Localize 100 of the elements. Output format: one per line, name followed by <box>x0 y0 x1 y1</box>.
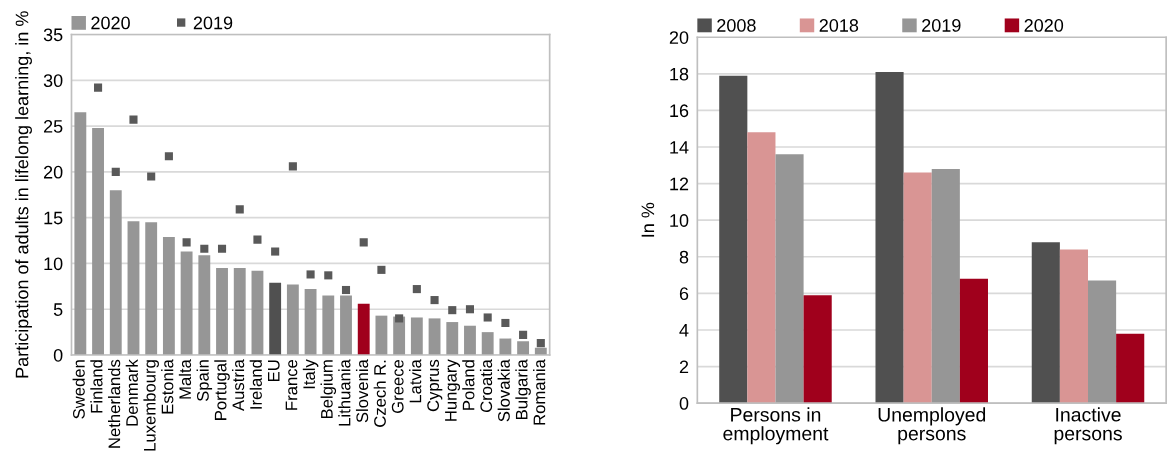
point <box>465 305 475 314</box>
x-tick-label: Austria <box>231 359 245 412</box>
bar <box>269 282 282 356</box>
bar <box>233 268 246 356</box>
point <box>501 318 510 328</box>
bar <box>499 338 512 356</box>
bar <box>1116 333 1145 404</box>
bar <box>340 295 352 356</box>
x-tick-label: Luxembourg <box>143 360 159 451</box>
point <box>288 162 297 171</box>
y-tick-label: 30 <box>43 74 63 88</box>
y-tick-label: 2 <box>679 360 689 374</box>
x-tick-label: Belgium <box>320 360 337 419</box>
bar <box>198 255 211 356</box>
bar <box>92 127 104 356</box>
point <box>483 313 492 322</box>
x-tick-label: Persons in employment <box>723 407 829 445</box>
y-tick-label: 20 <box>669 31 689 44</box>
bar <box>216 268 228 356</box>
x-tick-label: Estonia <box>161 359 174 414</box>
bar <box>959 278 988 404</box>
x-tick-label: Cyprus <box>427 359 443 412</box>
point <box>271 247 280 256</box>
bar <box>1031 242 1060 404</box>
bar <box>357 303 370 356</box>
bar <box>109 190 122 356</box>
bar <box>1059 249 1089 404</box>
bar <box>1088 280 1117 404</box>
x-tick-label: Portugal <box>214 360 230 420</box>
x-tick-label: Czech R. <box>373 360 386 427</box>
x-tick-label: Croatia <box>479 359 493 413</box>
point <box>200 244 209 253</box>
bar <box>375 315 388 356</box>
y-tick-label: 5 <box>53 303 63 316</box>
point <box>217 244 227 253</box>
bar <box>286 284 299 356</box>
y-tick-label: 6 <box>679 287 689 301</box>
y-tick-label: 15 <box>44 211 63 225</box>
point <box>129 115 138 124</box>
x-tick-label: Ireland <box>249 360 262 409</box>
bar <box>903 172 932 404</box>
x-tick-label: Inactive persons <box>1054 407 1122 445</box>
bar <box>446 322 459 356</box>
bar <box>162 236 175 356</box>
bar <box>931 168 960 404</box>
bar <box>428 318 441 356</box>
x-tick-label: Sweden <box>72 360 85 419</box>
legend-label: 2018 <box>819 19 859 32</box>
y-tick-label: 25 <box>43 120 63 133</box>
y-axis-title: Participation of adults in lifelong learning, in % <box>15 11 32 378</box>
y-tick-label: 16 <box>670 104 689 118</box>
bar <box>517 341 530 356</box>
point <box>253 235 262 244</box>
bar <box>481 332 494 356</box>
x-tick-label: France <box>285 359 298 410</box>
bar <box>180 251 193 356</box>
x-tick-label: Lithuania <box>338 359 351 426</box>
point <box>536 339 545 348</box>
point <box>341 285 351 295</box>
bar <box>464 325 476 356</box>
y-tick-label: 20 <box>43 165 63 179</box>
x-tick-label: Hungary <box>445 359 461 421</box>
y-tick-label: 18 <box>670 67 689 81</box>
legend-label: 2020 <box>1024 19 1064 32</box>
x-tick-label: Bulgaria <box>515 359 531 419</box>
legend-label: 2020 <box>91 16 130 30</box>
point <box>359 238 368 247</box>
y-tick-label: 0 <box>53 348 63 362</box>
x-tick-label: Unemployed persons <box>878 407 986 445</box>
bar <box>127 221 140 356</box>
x-tick-label: Romania <box>533 359 546 425</box>
bar <box>145 222 158 356</box>
y-tick-label: 4 <box>679 324 689 337</box>
y-tick-label: 10 <box>44 257 63 271</box>
bar <box>304 289 317 356</box>
bar <box>410 317 423 356</box>
legend-label: 2008 <box>717 19 756 32</box>
point <box>324 271 333 280</box>
bar <box>74 112 87 356</box>
y-axis-title: In % <box>641 202 655 237</box>
y-tick-label: 0 <box>679 397 689 410</box>
point <box>164 152 173 161</box>
x-tick-label: Slovakia <box>497 359 510 422</box>
point <box>147 172 156 181</box>
legend-label: 2019 <box>922 19 961 32</box>
point <box>412 285 421 294</box>
point <box>519 330 528 339</box>
y-tick-label: 35 <box>43 28 63 42</box>
point <box>111 167 120 176</box>
y-tick-label: 14 <box>670 141 689 154</box>
bar <box>322 295 335 356</box>
bar <box>747 132 776 404</box>
x-tick-label: Slovenia <box>355 359 369 423</box>
y-tick-label: 12 <box>670 177 689 191</box>
x-tick-label: EU <box>268 360 280 381</box>
point <box>395 314 404 323</box>
x-tick-label: Spain <box>196 360 213 402</box>
x-tick-label: Poland <box>462 360 475 410</box>
point <box>182 238 191 247</box>
point <box>448 306 457 315</box>
